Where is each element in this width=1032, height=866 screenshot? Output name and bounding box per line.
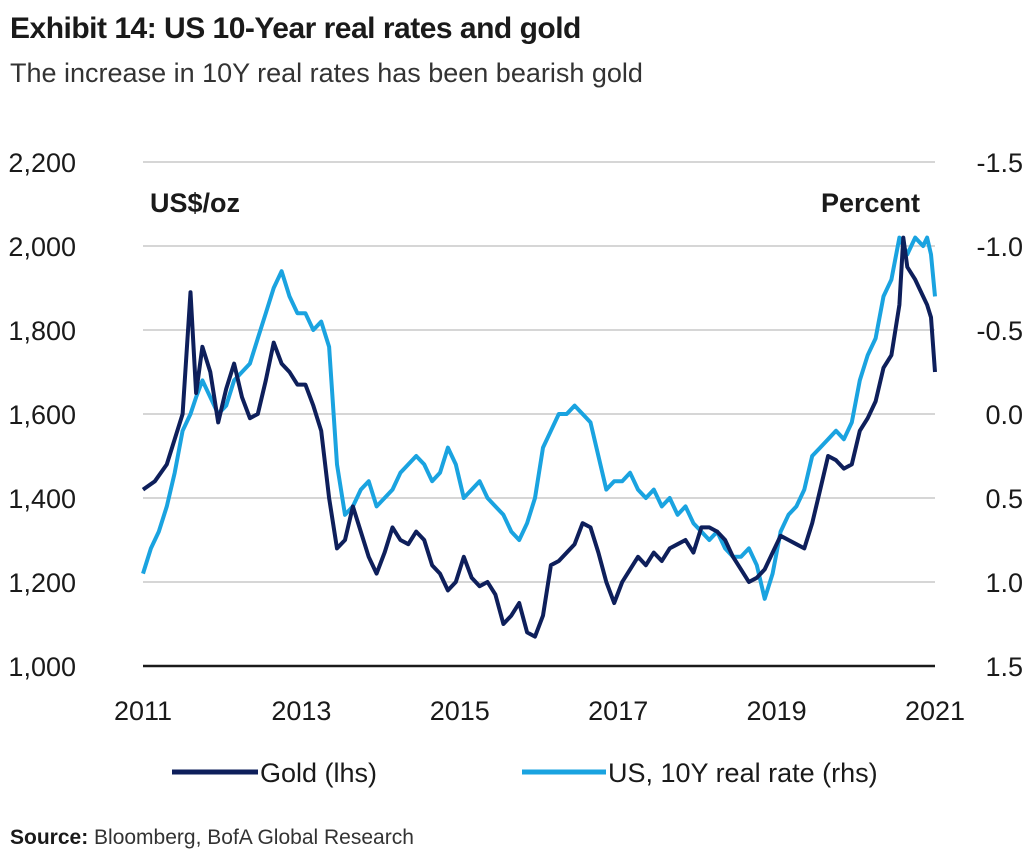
left-tick-label: 2,200	[8, 148, 76, 178]
page-title: Exhibit 14: US 10-Year real rates and go…	[10, 12, 581, 45]
left-tick-label: 1,600	[8, 400, 76, 430]
left-axis-unit: US$/oz	[150, 188, 240, 218]
right-tick-label: 1.5	[985, 652, 1023, 682]
right-tick-label: 0.5	[985, 484, 1023, 514]
source-note: Source: Bloomberg, BofA Global Research	[10, 826, 414, 850]
x-tick-label: 2021	[905, 696, 965, 726]
right-tick-label: 1.0	[985, 568, 1023, 598]
left-tick-label: 2,000	[8, 232, 76, 262]
right-tick-label: -0.5	[976, 316, 1023, 346]
axis-layer: 1,000 1,200 1,400 1,600 1,800 2,000 2,200 1.5 1.…	[8, 148, 1023, 726]
right-axis-unit: Percent	[821, 188, 920, 218]
left-tick-label: 1,000	[8, 652, 76, 682]
series-line-gold	[141, 235, 937, 639]
source-label: Source:	[10, 826, 89, 849]
legend: Gold (lhs) US, 10Y real rate (rhs)	[172, 758, 878, 788]
legend-label-real-rate: US, 10Y real rate (rhs)	[608, 758, 878, 788]
series-layer	[141, 235, 937, 639]
x-tick-label: 2019	[747, 696, 807, 726]
legend-label-gold: Gold (lhs)	[260, 758, 377, 788]
x-tick-label: 2017	[588, 696, 648, 726]
x-tick-label: 2013	[271, 696, 331, 726]
grid-layer	[143, 161, 935, 583]
x-tick-label: 2015	[430, 696, 490, 726]
right-tick-label: -1.0	[976, 232, 1023, 262]
left-tick-label: 1,400	[8, 484, 76, 514]
left-tick-label: 1,200	[8, 568, 76, 598]
right-tick-label: -1.5	[976, 148, 1023, 178]
source-text: Bloomberg, BofA Global Research	[94, 826, 414, 849]
series-line-real-rate	[141, 235, 937, 601]
x-tick-label: 2011	[114, 696, 172, 726]
right-tick-label: 0.0	[985, 400, 1023, 430]
left-tick-label: 1,800	[8, 316, 76, 346]
page-subtitle: The increase in 10Y real rates has been …	[10, 58, 643, 88]
